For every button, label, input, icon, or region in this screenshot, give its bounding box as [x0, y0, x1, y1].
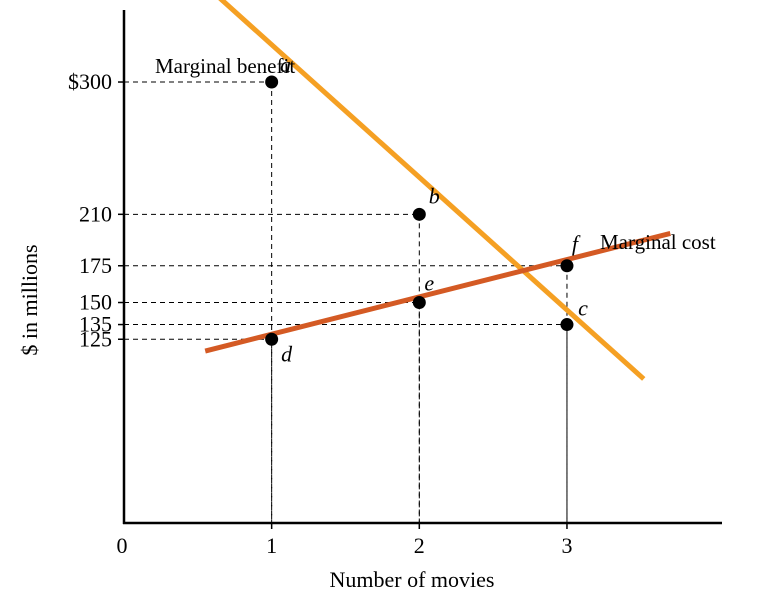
- x-axis-title: Number of movies: [330, 567, 495, 592]
- series-line-marginal-benefit: [218, 0, 646, 381]
- y-tick-label: 210: [79, 201, 112, 226]
- data-point-d: [265, 332, 279, 346]
- y-tick-label: 125: [79, 326, 112, 351]
- guide-lines: [124, 81, 568, 523]
- data-point-f: [560, 259, 574, 273]
- x-tick-label: 3: [561, 533, 572, 558]
- data-point-e: [412, 296, 426, 310]
- data-points: [265, 75, 574, 346]
- point-label-e: e: [424, 271, 434, 296]
- series-label-marginal-cost: Marginal cost: [600, 230, 716, 254]
- series-lines: [204, 0, 671, 381]
- point-label-d: d: [281, 341, 293, 366]
- x-tick-label: 1: [266, 533, 277, 558]
- data-point-a: [265, 75, 279, 89]
- y-tick-label: 135: [79, 312, 112, 337]
- series-line-marginal-cost: [204, 231, 671, 354]
- point-label-b: b: [429, 183, 440, 208]
- data-point-b: [412, 207, 426, 221]
- point-label-a: a: [280, 52, 291, 77]
- x-origin-label: 0: [117, 533, 128, 558]
- x-tick-label: 2: [414, 533, 425, 558]
- point-label-f: f: [572, 231, 581, 256]
- y-tick-label: 150: [79, 290, 112, 315]
- y-tick-label: 175: [79, 253, 112, 278]
- chart-labels: 0 Number of movies $ in millions Margina…: [17, 52, 716, 592]
- y-tick-label: $300: [68, 69, 112, 94]
- y-axis-title: $ in millions: [17, 244, 42, 355]
- data-point-c: [560, 318, 574, 332]
- series-label-marginal-benefit: Marginal benefit: [155, 54, 295, 78]
- axes: [118, 10, 722, 529]
- point-label-c: c: [578, 296, 588, 321]
